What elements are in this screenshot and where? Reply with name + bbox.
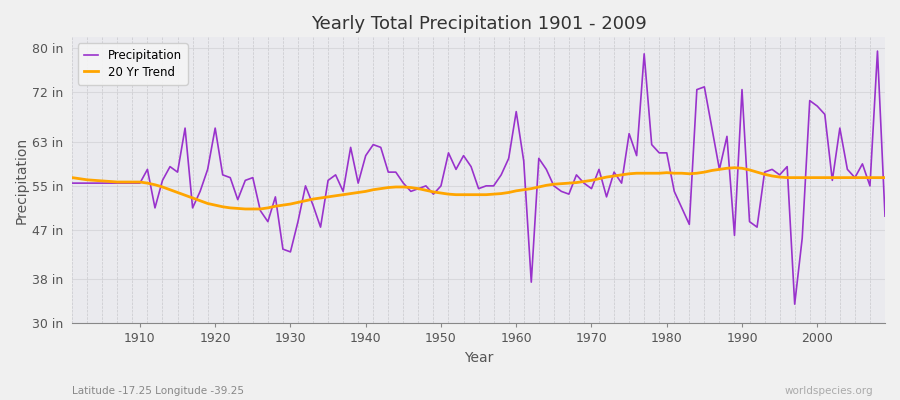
- Precipitation: [879, 214, 890, 218]
- Precipitation: [601, 194, 612, 199]
- Precipitation: [789, 302, 800, 306]
- 20 Yr Trend: [511, 188, 522, 193]
- 20 Yr Trend: [608, 174, 619, 178]
- Legend: Precipitation, 20 Yr Trend: Precipitation, 20 Yr Trend: [78, 43, 187, 84]
- Precipitation: [338, 189, 348, 194]
- 20 Yr Trend: [518, 187, 529, 192]
- Text: worldspecies.org: worldspecies.org: [785, 386, 873, 396]
- Title: Yearly Total Precipitation 1901 - 2009: Yearly Total Precipitation 1901 - 2009: [310, 15, 646, 33]
- Precipitation: [872, 49, 883, 54]
- 20 Yr Trend: [127, 180, 138, 184]
- Line: 20 Yr Trend: 20 Yr Trend: [72, 168, 885, 209]
- 20 Yr Trend: [729, 165, 740, 170]
- Text: Latitude -17.25 Longitude -39.25: Latitude -17.25 Longitude -39.25: [72, 386, 244, 396]
- Precipitation: [67, 181, 77, 186]
- 20 Yr Trend: [879, 175, 890, 180]
- Precipitation: [127, 181, 138, 186]
- 20 Yr Trend: [346, 191, 356, 196]
- 20 Yr Trend: [300, 198, 310, 203]
- 20 Yr Trend: [240, 206, 251, 211]
- Y-axis label: Precipitation: Precipitation: [15, 137, 29, 224]
- Precipitation: [511, 109, 522, 114]
- X-axis label: Year: Year: [464, 351, 493, 365]
- Precipitation: [292, 219, 303, 224]
- 20 Yr Trend: [67, 175, 77, 180]
- Line: Precipitation: Precipitation: [72, 51, 885, 304]
- Precipitation: [503, 156, 514, 161]
